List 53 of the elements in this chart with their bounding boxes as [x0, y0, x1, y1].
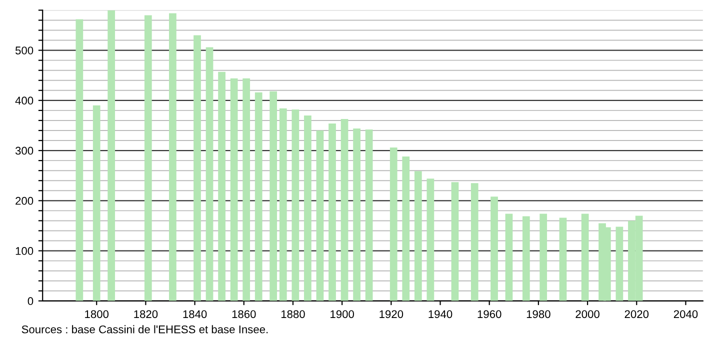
bar	[218, 72, 226, 301]
bar	[390, 148, 398, 301]
x-tick-label: 1820	[134, 310, 158, 318]
bar	[451, 182, 459, 301]
bar	[426, 178, 434, 301]
x-tick-label: 1900	[330, 310, 354, 318]
bar	[616, 226, 624, 301]
bar	[522, 216, 530, 301]
bar	[270, 91, 278, 301]
bar	[92, 105, 100, 301]
x-tick-label: 1840	[183, 310, 207, 318]
bar	[559, 218, 567, 301]
bar	[254, 92, 262, 301]
x-tick-label: 1920	[380, 310, 404, 318]
bar	[402, 156, 410, 301]
bar	[340, 118, 348, 301]
bar	[540, 214, 548, 301]
bar	[242, 78, 250, 301]
x-tick-label: 2040	[674, 310, 698, 318]
bar	[230, 78, 238, 301]
bar	[279, 108, 287, 301]
y-tick-label: 400	[15, 96, 34, 105]
bar	[490, 196, 498, 301]
bar	[108, 10, 116, 301]
x-tick-label: 1860	[232, 310, 256, 318]
bar	[328, 123, 336, 301]
source-note: Sources : base Cassini de l'EHESS et base Insee.	[22, 325, 268, 334]
x-tick-label: 1980	[526, 310, 550, 318]
y-tick-label: 200	[16, 196, 34, 205]
bar	[414, 171, 422, 301]
y-tick-label: 500	[15, 46, 34, 54]
x-tick-label: 2000	[576, 310, 600, 318]
bar	[76, 19, 84, 301]
bar	[365, 129, 373, 301]
bar	[144, 15, 152, 301]
x-tick-label: 1800	[85, 310, 109, 318]
x-tick-label: 1940	[428, 310, 452, 318]
y-tick-label: 100	[16, 247, 34, 255]
x-tick-label: 1960	[478, 310, 502, 318]
bar	[206, 47, 214, 301]
bar	[470, 183, 478, 301]
bar	[304, 115, 312, 301]
bar	[316, 130, 324, 301]
bar	[194, 35, 201, 301]
bar	[169, 13, 176, 301]
bar	[292, 109, 300, 301]
bar	[505, 214, 513, 301]
y-tick-label: 0	[28, 297, 34, 306]
x-tick-label: 1880	[281, 310, 305, 318]
bar	[581, 214, 589, 301]
y-tick-label: 300	[15, 146, 34, 155]
x-tick-label: 2020	[624, 310, 649, 318]
bar	[353, 128, 360, 301]
